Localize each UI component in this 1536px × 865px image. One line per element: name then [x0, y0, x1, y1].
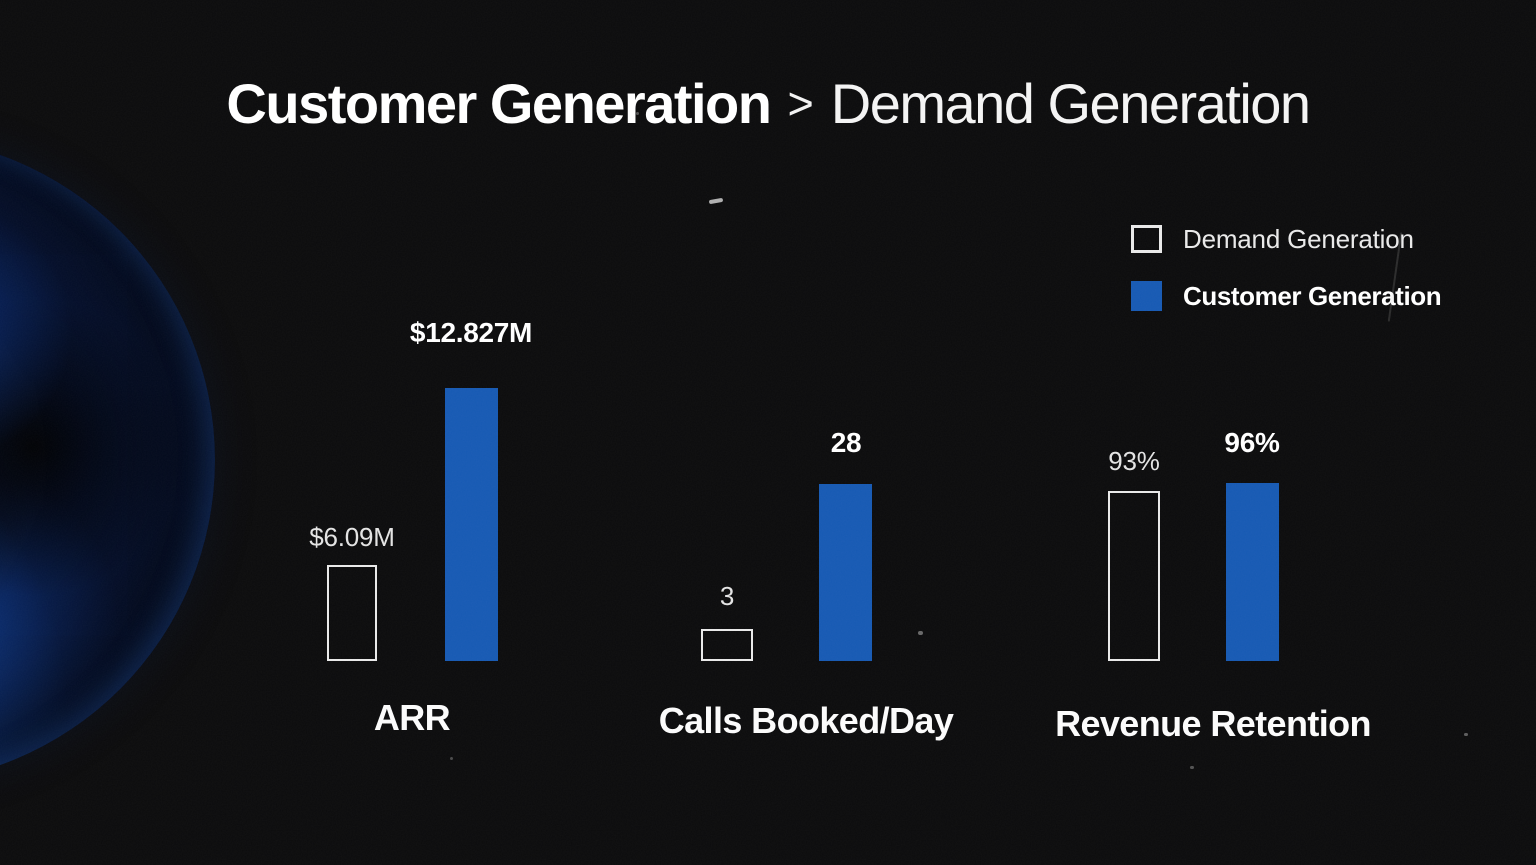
- legend-item-demand-generation: Demand Generation: [1131, 224, 1441, 254]
- demand-generation-swatch-icon: [1131, 225, 1162, 253]
- bar-arr-demand-generation: [327, 565, 377, 661]
- bar-arr-customer-generation: [445, 388, 498, 661]
- customer-generation-swatch-icon: [1131, 281, 1162, 311]
- dust-speck: [450, 757, 453, 760]
- legend-label: Customer Generation: [1183, 280, 1442, 311]
- dust-speck: [918, 631, 923, 635]
- title-primary-text: Customer Generation: [226, 72, 772, 135]
- value-label-calls-demand: 3: [719, 581, 735, 611]
- greater-than-symbol: >: [787, 78, 814, 129]
- legend-label: Demand Generation: [1183, 223, 1414, 254]
- value-label-arr-customer: $12.827M: [409, 317, 533, 348]
- bar-retention-demand-generation: [1108, 491, 1160, 661]
- category-label-calls-booked-day: Calls Booked/Day: [658, 700, 954, 741]
- dust-speck: [708, 197, 724, 205]
- value-label-arr-demand: $6.09M: [309, 522, 395, 552]
- earth-planet-image: [0, 136, 215, 784]
- category-label-arr: ARR: [373, 697, 451, 738]
- dust-speck: [1190, 766, 1194, 769]
- legend: Demand Generation Customer Generation: [1131, 224, 1442, 338]
- title-secondary-text: Demand Generation: [830, 72, 1311, 135]
- value-label-retention-customer: 96%: [1224, 427, 1280, 458]
- page-title: Customer Generation > Demand Generation: [0, 72, 1536, 136]
- category-label-revenue-retention: Revenue Retention: [1055, 703, 1371, 744]
- bar-calls-customer-generation: [819, 484, 872, 661]
- value-label-calls-customer: 28: [830, 427, 862, 458]
- bar-retention-customer-generation: [1226, 483, 1279, 661]
- bar-calls-demand-generation: [701, 629, 753, 661]
- legend-item-customer-generation: Customer Generation: [1131, 280, 1442, 311]
- dust-speck: [1464, 733, 1468, 736]
